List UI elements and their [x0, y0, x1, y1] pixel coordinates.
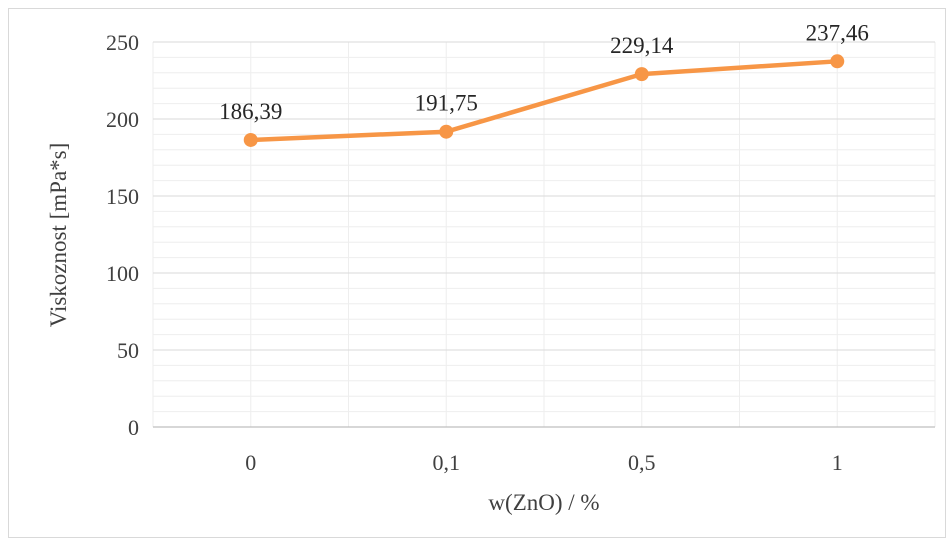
data-point [634, 67, 649, 82]
y-axis-title: Viskoznost [mPa*s] [46, 143, 71, 328]
data-label: 186,39 [219, 99, 282, 124]
x-tick-label: 0 [245, 450, 256, 475]
data-label: 229,14 [610, 33, 674, 58]
data-point [439, 124, 454, 139]
data-label: 191,75 [415, 91, 478, 116]
y-tick-label: 250 [106, 30, 139, 55]
x-axis-title: w(ZnO) / % [488, 490, 599, 515]
data-point [243, 132, 258, 147]
y-tick-label: 200 [106, 107, 139, 132]
x-tick-label: 1 [832, 450, 843, 475]
x-tick-label: 0,1 [433, 450, 461, 475]
data-point [830, 54, 845, 69]
data-label: 237,46 [806, 20, 869, 45]
axes: 0 50 100 150 200 250 0 0,1 0,5 1 [106, 30, 935, 475]
series: 186,39 191,75 229,14 237,46 [219, 20, 869, 147]
grid [152, 41, 936, 427]
y-tick-label: 150 [106, 184, 139, 209]
y-tick-label: 100 [106, 261, 139, 286]
y-tick-label: 50 [117, 338, 139, 363]
x-tick-label: 0,5 [628, 450, 656, 475]
series-line [248, 59, 840, 143]
y-tick-label: 0 [128, 415, 139, 440]
